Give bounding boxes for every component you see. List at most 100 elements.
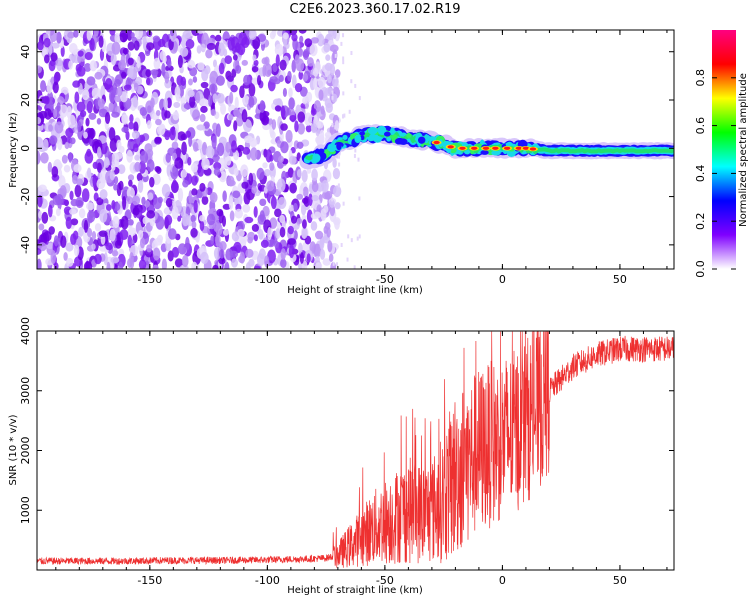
signal-blob [406,132,412,139]
noise-speckle [199,113,206,123]
noise-speckle [350,79,353,84]
noise-speckle [210,109,217,116]
spectrogram-y-tick-label: -20 [19,188,32,206]
noise-speckle [316,135,322,146]
noise-speckle [154,137,162,145]
noise-speckle [237,43,246,56]
noise-speckle [191,188,198,196]
spectrogram-y-tick-label: 20 [19,93,32,107]
noise-speckle [311,181,319,193]
noise-speckle [215,34,222,42]
noise-speckle [145,69,152,78]
noise-speckle [199,220,205,232]
noise-speckle [146,42,155,51]
noise-speckle [282,87,287,97]
noise-speckle [205,145,215,159]
noise-speckle [157,196,163,204]
noise-speckle [113,176,119,185]
noise-speckle [302,96,308,105]
noise-speckle [74,184,82,198]
noise-speckle [280,258,287,269]
signal-blob [377,126,386,135]
noise-speckle [38,210,43,219]
noise-speckle [306,91,313,103]
noise-speckle [37,40,44,51]
noise-speckle [153,237,163,246]
colorbar-tick-label: 0.6 [694,117,707,135]
signal-blob [336,142,342,151]
noise-speckle [52,81,59,94]
signal-hotspot [447,145,454,149]
noise-speckle [313,67,319,77]
noise-speckle [46,81,53,94]
noise-speckle [241,95,250,105]
noise-speckle [110,256,120,264]
colorbar [712,30,736,269]
noise-speckle [242,146,251,155]
noise-speckle [238,31,248,46]
noise-speckle [146,159,155,172]
noise-speckle [274,43,284,57]
spectrogram-y-tick-label: 0 [19,145,32,152]
noise-speckle [76,101,86,113]
noise-speckle [171,141,179,150]
noise-speckle [109,89,116,104]
noise-speckle [180,76,187,87]
noise-speckle [192,109,201,122]
noise-speckle [334,69,341,78]
noise-speckle [55,193,64,206]
noise-speckle [358,234,361,239]
noise-speckle [209,70,219,85]
noise-speckle [78,208,86,219]
noise-speckle [270,195,277,210]
signal-hotspot [459,146,466,150]
noise-speckle [37,258,42,269]
noise-speckle [81,188,90,203]
noise-speckle [210,235,215,245]
noise-speckle [335,262,338,267]
noise-speckle [84,151,94,164]
noise-speckle [340,41,343,46]
noise-speckle [200,105,208,113]
noise-speckle [271,30,277,38]
noise-speckle [65,242,74,252]
noise-speckle [118,261,124,269]
noise-speckle [350,51,353,56]
noise-speckle [192,76,198,83]
noise-speckle [253,234,258,242]
noise-speckle [262,64,267,77]
noise-speckle [256,75,262,86]
noise-speckle [97,146,102,159]
noise-speckle [161,258,167,269]
noise-speckle [127,219,134,226]
noise-speckle [300,204,307,216]
noise-speckle [152,35,161,42]
noise-speckle [68,208,77,215]
noise-speckle [245,248,254,259]
spectrogram-x-tick-label: 0 [499,273,506,286]
noise-speckle [132,95,138,108]
snr-axes: -150 -100 -50 0 50 1000 2000 3000 4000 [19,317,674,587]
noise-speckle [74,91,80,104]
noise-speckle [301,227,308,239]
noise-speckle [171,206,179,220]
noise-speckle [77,50,84,57]
noise-speckle [122,47,129,55]
noise-speckle [164,110,171,119]
noise-speckle [111,41,121,55]
noise-speckle [251,66,259,73]
noise-speckle [138,259,147,269]
noise-speckle [108,127,116,141]
noise-speckle [89,37,95,51]
noise-speckle [254,265,261,269]
noise-speckle [48,124,53,132]
noise-speckle [201,195,209,205]
noise-speckle [185,130,192,138]
noise-speckle [68,60,73,70]
noise-speckle [164,207,170,215]
snr-x-tick-label: -100 [255,574,280,587]
noise-speckle [111,111,120,118]
noise-speckle [114,32,120,45]
noise-speckle [159,50,166,61]
noise-speckle [277,196,287,210]
